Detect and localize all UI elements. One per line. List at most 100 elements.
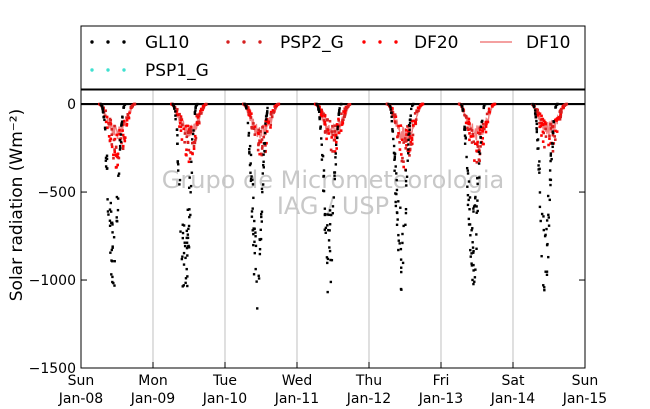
legend-swatch-psp2_g: [242, 40, 246, 44]
gl10-point: [549, 159, 552, 163]
red-point: [179, 115, 183, 118]
red-point: [185, 135, 189, 139]
gl10-point: [174, 118, 177, 121]
gl10-point: [399, 206, 402, 209]
red-point: [540, 122, 544, 126]
red-point: [189, 131, 192, 134]
gl10-point: [184, 281, 187, 285]
gl10-point: [326, 213, 329, 216]
red-point: [548, 134, 551, 138]
red-point: [391, 114, 395, 117]
gl10-point: [471, 278, 474, 282]
red-point: [473, 142, 477, 146]
gl10-point: [400, 270, 403, 274]
gl10-point: [556, 102, 559, 106]
gl10-point: [106, 210, 110, 213]
red-point: [556, 117, 560, 121]
gl10-point: [535, 128, 539, 131]
gl10-point: [395, 188, 399, 192]
legend-label-psp2_g: PSP2_G: [280, 33, 344, 53]
red-point: [267, 121, 270, 125]
red-point: [112, 153, 115, 157]
red-point: [260, 147, 264, 150]
red-point: [464, 114, 468, 118]
red-point: [272, 111, 275, 114]
red-point: [179, 116, 183, 120]
red-point: [185, 148, 188, 152]
red-point: [544, 127, 547, 131]
gl10-point: [338, 107, 341, 110]
gl10-point: [410, 107, 413, 111]
gl10-point: [251, 229, 254, 232]
gl10-point: [466, 185, 469, 188]
gl10-point: [395, 211, 399, 214]
red-point: [467, 128, 470, 132]
red-point: [190, 141, 194, 145]
gl10-point: [261, 190, 264, 194]
red-point: [334, 124, 337, 127]
gl10-point: [391, 130, 395, 133]
red-point: [269, 126, 272, 129]
gl10-point: [538, 160, 541, 163]
red-point: [322, 112, 325, 116]
red-point: [538, 112, 542, 116]
gl10-point: [334, 163, 338, 166]
gl10-point: [400, 266, 403, 269]
gl10-point: [470, 262, 473, 265]
gl10-point: [248, 148, 251, 151]
gl10-point: [533, 112, 537, 115]
gl10-point: [117, 172, 121, 175]
gl10-point: [390, 120, 394, 123]
red-point: [109, 137, 113, 141]
red-point: [201, 106, 205, 110]
gl10-point: [482, 104, 486, 107]
red-point: [128, 111, 131, 115]
red-point: [559, 112, 563, 116]
red-point: [339, 129, 343, 132]
gl10-point: [255, 280, 258, 283]
legend-swatch-psp2_g: [226, 40, 230, 44]
red-point: [405, 144, 408, 147]
y-tick-label: −500: [38, 185, 76, 201]
red-point: [487, 107, 491, 111]
gl10-point: [472, 205, 476, 208]
gl10-point: [121, 115, 124, 118]
gl10-point: [545, 219, 549, 222]
gl10-point: [186, 284, 189, 288]
x-tick-label-day: Sat: [502, 373, 525, 389]
red-point: [408, 136, 412, 140]
red-point: [110, 133, 114, 136]
gl10-point: [543, 286, 546, 289]
gl10-point: [174, 114, 177, 117]
gl10-point: [549, 178, 553, 182]
gl10-point: [260, 220, 264, 223]
gl10-point: [475, 233, 478, 236]
gl10-point: [189, 213, 192, 217]
x-tick-label-day: Sun: [68, 373, 95, 389]
gl10-point: [334, 156, 337, 159]
gl10-point: [404, 223, 407, 227]
gl10-point: [542, 284, 545, 287]
gl10-point: [392, 144, 396, 148]
gl10-point: [322, 189, 326, 193]
gl10-point: [537, 164, 540, 167]
red-point: [397, 124, 400, 128]
red-point: [202, 105, 205, 108]
red-point: [104, 109, 108, 113]
gl10-point: [396, 218, 399, 221]
gl10-point: [188, 176, 191, 179]
gl10-point: [319, 126, 322, 129]
gl10-point: [254, 267, 257, 271]
red-point: [196, 123, 199, 127]
gl10-point: [331, 205, 335, 208]
gl10-point: [118, 139, 122, 142]
gl10-point: [186, 208, 189, 212]
red-point: [259, 130, 262, 133]
red-point: [410, 136, 414, 140]
gl10-point: [320, 143, 323, 146]
x-tick-label-date: Jan-08: [58, 391, 103, 407]
red-point: [118, 128, 121, 132]
red-point: [469, 135, 473, 138]
gl10-point: [185, 229, 189, 233]
red-point: [549, 127, 553, 130]
